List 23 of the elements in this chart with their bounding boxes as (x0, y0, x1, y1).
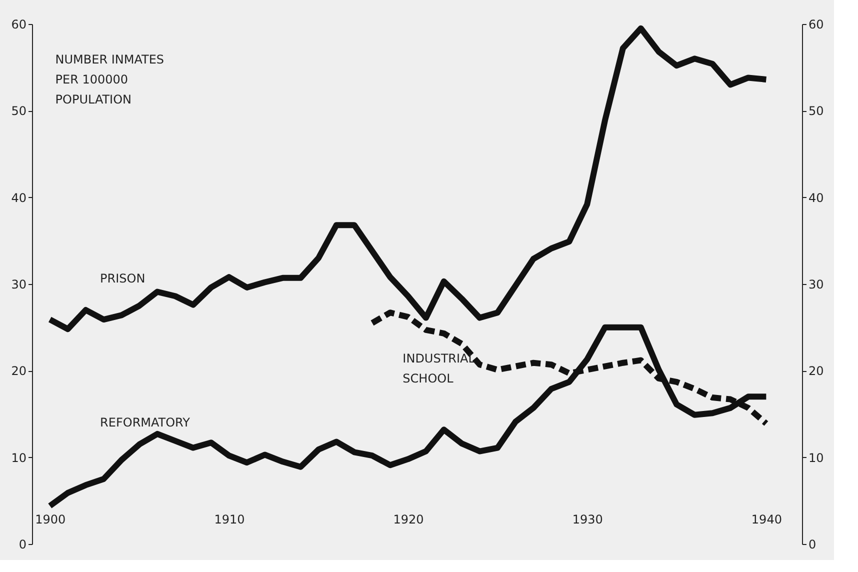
y-tick-label: 60 (11, 18, 26, 32)
y-axis-title: NUMBER INMATES PER 100000 POPULATION (55, 52, 164, 106)
y2-tick-label: 20 (808, 364, 824, 378)
y2-tick-label: 50 (808, 104, 824, 118)
x-tick-label: 1920 (393, 512, 424, 526)
y-tick-label: 50 (11, 104, 26, 118)
y-tick-label: 30 (11, 278, 26, 292)
x-tick-label: 1900 (35, 512, 66, 526)
y2-tick-label: 10 (808, 450, 824, 465)
y-tick-label: 40 (11, 190, 26, 205)
y-tick-label: 20 (11, 364, 26, 378)
y-tick-label: 10 (11, 450, 26, 465)
series-label: PRISON (100, 272, 146, 286)
series-label: INDUSTRIAL SCHOOL (402, 351, 476, 386)
y2-tick-label: 60 (808, 18, 824, 32)
x-tick-label: 1910 (214, 512, 245, 526)
y-tick-label: 0 (18, 538, 26, 552)
series-label: REFORMATORY (100, 415, 191, 430)
x-tick-label: 1940 (751, 512, 782, 526)
y2-tick-label: 30 (808, 278, 824, 292)
x-tick-label: 1930 (572, 512, 603, 526)
y2-tick-label: 40 (808, 190, 824, 205)
y2-tick-label: 0 (808, 538, 816, 552)
